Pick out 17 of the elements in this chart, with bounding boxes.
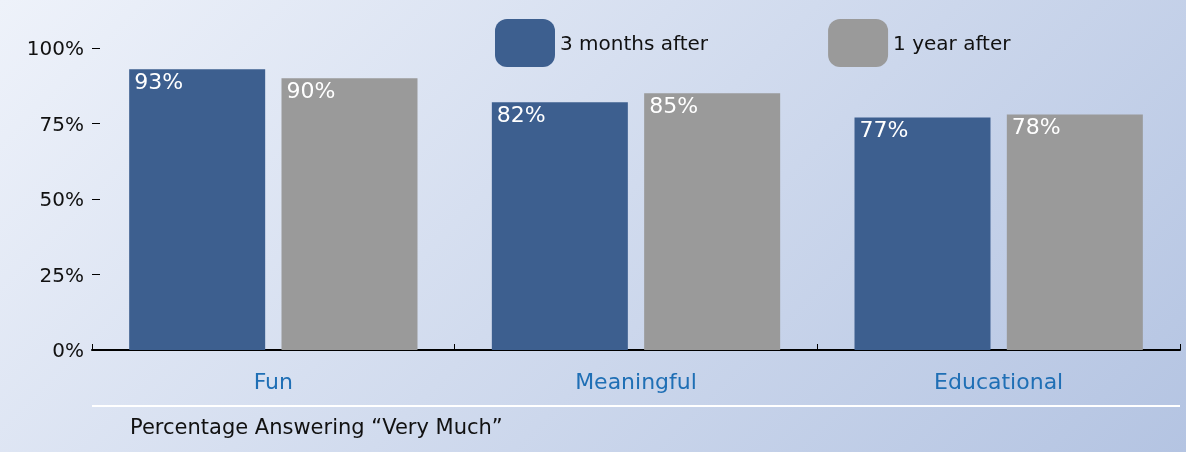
x-tick-label: Fun: [253, 368, 294, 394]
x-tick-label: Educational: [934, 368, 1064, 394]
y-tick-label: 100%: [26, 36, 84, 60]
y-tick-label: 0%: [52, 338, 84, 362]
data-label: 82%: [496, 101, 546, 127]
data-label: 93%: [134, 68, 184, 94]
x-tick-label: Meaningful: [575, 368, 697, 394]
data-label: 78%: [1011, 113, 1061, 139]
y-tick-label: 25%: [39, 262, 84, 287]
data-label: 85%: [649, 92, 699, 118]
data-label: 90%: [286, 77, 336, 103]
y-tick-label: 50%: [39, 187, 84, 211]
x-axis-title: Percentage Answering “Very Much”: [130, 414, 503, 439]
legend-label: 1 year after: [893, 31, 1012, 55]
legend-label: 3 months after: [560, 31, 709, 55]
y-tick-label: 75%: [39, 111, 84, 136]
data-label: 77%: [859, 116, 909, 142]
